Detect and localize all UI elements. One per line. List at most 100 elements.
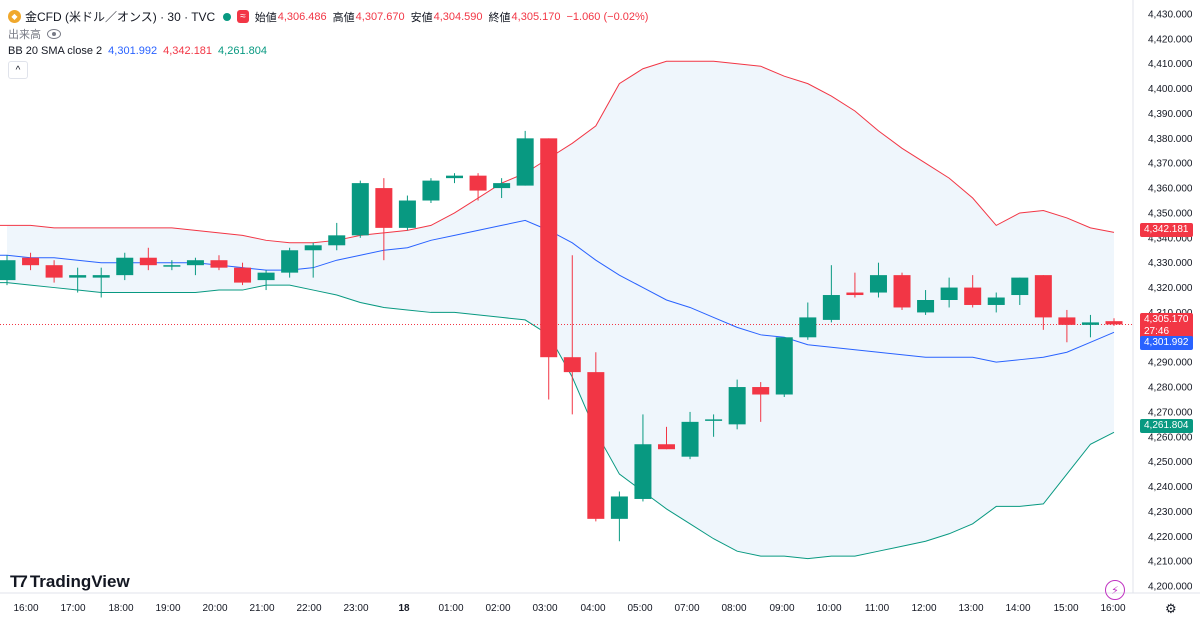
y-tick-label: 4,290.000 [1148, 358, 1193, 369]
x-tick-label: 16:00 [13, 603, 38, 614]
wave-flag-icon: ≈ [237, 10, 249, 23]
close-label: 終値 [488, 11, 511, 24]
y-tick-label: 4,420.000 [1148, 34, 1193, 45]
x-tick-label: 09:00 [769, 603, 794, 614]
y-tick-label: 4,360.000 [1148, 184, 1193, 195]
x-tick-label: 13:00 [958, 603, 983, 614]
candle-body [540, 138, 558, 358]
candle-body [634, 444, 652, 499]
lower-band-price-tag: 4,261.804 [1140, 419, 1193, 433]
candle-body [869, 275, 887, 293]
candle-body [752, 387, 770, 395]
candle-body [398, 200, 416, 228]
candle-body [516, 138, 534, 186]
gear-icon[interactable]: ⚙ [1165, 601, 1177, 616]
y-tick-label: 4,430.000 [1148, 10, 1193, 21]
y-tick-label: 4,320.000 [1148, 283, 1193, 294]
candle-body [116, 257, 134, 276]
candle-body [69, 275, 87, 278]
close-value: 4,305.170 [511, 10, 561, 23]
candle-body [1011, 277, 1029, 296]
tradingview-logo-text: TradingView [29, 572, 130, 591]
volume-label[interactable]: 出来高 [8, 29, 41, 41]
legend-ohlc: ◆ 金CFD (米ドル／オンス) · 30 · TVC ≈ 始値 4,306.4… [8, 8, 654, 25]
bb-label[interactable]: BB 20 SMA close 2 [8, 45, 103, 57]
candle-body [469, 175, 487, 191]
y-tick-label: 4,370.000 [1148, 159, 1193, 170]
y-tick-label: 4,270.000 [1148, 407, 1193, 418]
candle-body [681, 421, 699, 457]
market-open-dot-icon [223, 12, 232, 21]
x-tick-label: 02:00 [485, 603, 510, 614]
candle-body [45, 265, 63, 278]
candle-body [940, 287, 958, 300]
candle-body [587, 372, 605, 519]
candle-body [186, 260, 204, 266]
candle-body [92, 275, 110, 278]
x-tick-label: 22:00 [296, 603, 321, 614]
y-tick-label: 4,400.000 [1148, 84, 1193, 95]
last-price-value: 4,305.170 [1144, 314, 1189, 325]
y-tick-label: 4,250.000 [1148, 457, 1193, 468]
candle-body [705, 419, 723, 421]
candle-body [610, 496, 628, 519]
candle-body [1081, 322, 1099, 325]
low-value: 4,304.590 [433, 10, 483, 23]
bb-basis-value: 4,301.992 [108, 45, 158, 57]
candle-body [22, 257, 40, 266]
candle-body [257, 272, 275, 281]
x-tick-label: 16:00 [1100, 603, 1125, 614]
collapse-legend-button[interactable]: ^ [8, 61, 28, 79]
open-value: 4,306.486 [277, 10, 327, 23]
x-tick-label: 17:00 [60, 603, 85, 614]
y-tick-label: 4,200.000 [1148, 582, 1193, 593]
y-tick-label: 4,220.000 [1148, 532, 1193, 543]
candle-body [139, 257, 157, 266]
y-tick-label: 4,210.000 [1148, 557, 1193, 568]
x-tick-label: 11:00 [865, 603, 890, 614]
y-tick-label: 4,240.000 [1148, 482, 1193, 493]
candle-body [964, 287, 982, 305]
x-tick-label: 20:00 [202, 603, 227, 614]
candle-body [234, 267, 252, 283]
tradingview-logo: T7 TradingView [10, 572, 130, 592]
x-tick-label: 14:00 [1005, 603, 1030, 614]
y-tick-label: 4,330.000 [1148, 258, 1193, 269]
candle-body [0, 260, 16, 281]
high-value: 4,307.670 [355, 10, 405, 23]
candle-body [1058, 317, 1076, 325]
symbol-title[interactable]: 金CFD (米ドル／オンス) · 30 · TVC [25, 10, 216, 24]
candle-body [328, 235, 346, 246]
candle-body [917, 300, 935, 313]
bb-upper-value: 4,342.181 [163, 45, 213, 57]
candle-body [163, 265, 181, 267]
candle-body [304, 245, 322, 251]
y-tick-label: 4,280.000 [1148, 383, 1193, 394]
candle-body [422, 180, 440, 201]
y-tick-label: 4,230.000 [1148, 507, 1193, 518]
y-tick-label: 4,260.000 [1148, 432, 1193, 443]
candle-body [210, 260, 228, 268]
legend-volume: 出来高 [8, 26, 61, 42]
x-tick-label: 23:00 [343, 603, 368, 614]
low-label: 安値 [410, 11, 433, 24]
y-tick-label: 4,410.000 [1148, 59, 1193, 70]
candle-body [1105, 321, 1123, 325]
gold-coin-icon: ◆ [8, 10, 21, 23]
bb-lower-value: 4,261.804 [218, 45, 267, 57]
candle-body [493, 183, 511, 189]
y-tick-label: 4,380.000 [1148, 134, 1193, 145]
candle-body [822, 295, 840, 320]
lightning-icon[interactable]: ⚡ [1105, 580, 1125, 600]
x-tick-label: 05:00 [627, 603, 652, 614]
x-tick-label: 12:00 [911, 603, 936, 614]
candle-body [846, 292, 864, 296]
last-price-tag: 4,305.170 27:46 [1140, 313, 1193, 339]
open-label: 始値 [254, 11, 277, 24]
bar-countdown: 27:46 [1144, 326, 1170, 337]
high-label: 高値 [332, 11, 355, 24]
candle-body [987, 297, 1005, 305]
eye-icon[interactable] [47, 29, 61, 39]
legend-bollinger: BB 20 SMA close 2 4,301.992 4,342.181 4,… [8, 45, 267, 57]
